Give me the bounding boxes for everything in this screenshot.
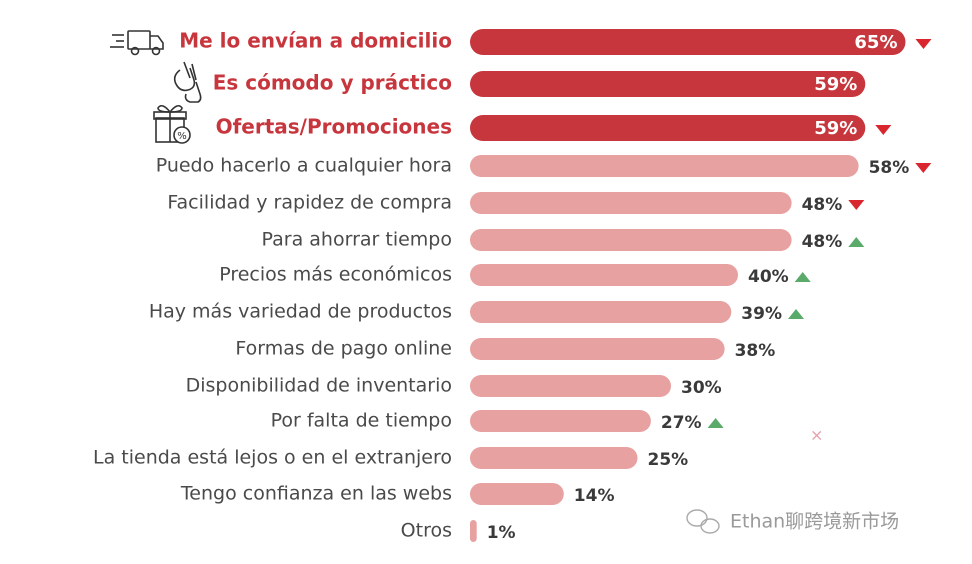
category-label: Hay más variedad de productos [149,301,452,323]
value-label: 30% [681,378,722,398]
category-label: Facilidad y rapidez de compra [167,192,452,214]
value-label: 40% [748,267,789,287]
wechat-icon [686,509,720,534]
category-label: Para ahorrar tiempo [262,229,452,251]
bar [470,264,738,286]
category-label: Es cómodo y práctico [213,71,452,95]
value-label: 25% [648,450,689,470]
category-label: Tengo confianza en las webs [180,483,452,505]
watermark: Ethan聊跨境新市场 [730,511,899,533]
value-label: 58% [869,158,910,178]
bar [470,192,792,214]
bar [470,410,651,432]
category-label: Por falta de tiempo [271,410,452,432]
bar [470,483,564,505]
category-label: Otros [401,520,452,542]
ok-hand-icon [173,61,202,103]
bar [470,29,906,55]
trend-arrow [707,418,724,428]
category-label: La tienda está lejos o en el extranjero [93,447,452,469]
value-label: 59% [814,74,857,95]
value-label: 65% [854,32,897,53]
trend-arrow [915,163,932,173]
bar [470,115,866,141]
trend-arrow [848,200,865,210]
category-label: Formas de pago online [235,338,452,360]
value-label: 27% [661,413,702,433]
value-label: 39% [741,304,782,324]
value-label: 14% [574,486,615,506]
bar [470,229,792,251]
value-label: 59% [814,118,857,139]
category-label: Disponibilidad de inventario [186,375,452,397]
bar [470,338,725,360]
value-label: 38% [735,341,776,361]
value-label: 48% [802,232,843,252]
trend-arrow [794,272,811,282]
value-label: 1% [487,523,516,543]
svg-text:%: % [177,131,187,142]
trend-arrow [848,237,865,247]
bar [470,375,671,397]
bar [470,155,859,177]
gift-icon: % [153,104,191,144]
decoration: × [810,426,823,445]
bar [470,520,477,542]
bar [470,301,732,323]
value-label: 48% [802,195,843,215]
truck-icon [110,30,164,56]
category-label: Precios más económicos [219,264,452,286]
category-label: Puedo hacerlo a cualquier hora [156,155,452,177]
trend-arrow [788,309,805,319]
bar [470,71,866,97]
category-label: Me lo envían a domicilio [179,29,452,53]
category-label: Ofertas/Promociones [216,115,452,139]
bar [470,447,638,469]
trend-arrow [915,39,932,49]
trend-arrow [875,125,892,135]
